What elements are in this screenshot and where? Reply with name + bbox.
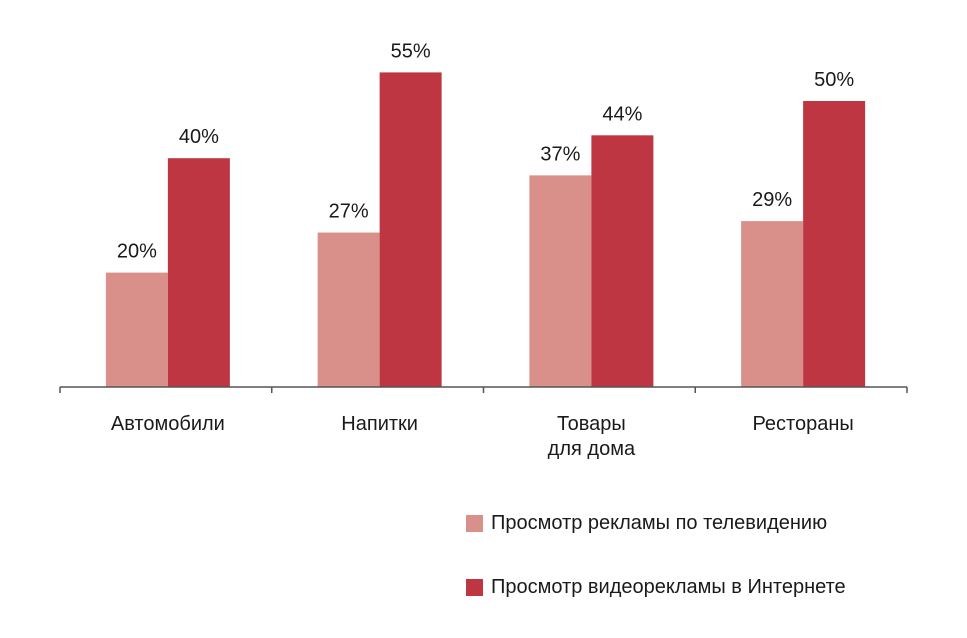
data-label-internet-1: 55% — [391, 40, 431, 62]
legend-label-tv: Просмотр рекламы по телевидению — [491, 511, 828, 534]
chart: 20% 40% Автомобили 27% 55% Напитки 37% 44% Товар… — [59, 40, 908, 598]
data-label-tv-3: 29% — [752, 189, 792, 211]
category-label-3: Рестораны — [752, 413, 853, 435]
bar-internet-2 — [591, 135, 654, 387]
legend-item-internet: Просмотр видеорекламы в Интернете — [466, 574, 846, 600]
bar-internet-1 — [379, 72, 442, 388]
legend-swatch-internet — [466, 578, 483, 596]
bar-tv-3 — [741, 221, 804, 387]
data-label-tv-0: 20% — [117, 241, 157, 263]
category-label-2: Товары для дома — [548, 413, 636, 460]
data-label-tv-1: 27% — [329, 201, 369, 223]
data-label-internet-3: 50% — [814, 69, 854, 91]
legend-swatch-tv — [466, 514, 483, 532]
category-label-1: Напитки — [341, 413, 418, 435]
bar-internet-0 — [167, 158, 230, 387]
bar-internet-3 — [803, 101, 866, 387]
legend-item-tv: Просмотр рекламы по телевидению — [466, 510, 846, 536]
bar-tv-0 — [105, 272, 168, 387]
bar-tv-2 — [529, 175, 592, 387]
category-label-0: Автомобили — [111, 413, 225, 435]
data-label-internet-2: 44% — [602, 103, 642, 125]
data-label-tv-2: 37% — [540, 143, 580, 165]
bar-chart: 20% 40% Автомобили 27% 55% Напитки 37% 44% Товар… — [59, 40, 908, 460]
legend: Просмотр рекламы по телевидению Просмотр… — [466, 510, 846, 638]
bar-tv-1 — [317, 232, 380, 387]
legend-label-internet: Просмотр видеорекламы в Интернете — [491, 575, 846, 598]
data-label-internet-0: 40% — [179, 126, 219, 148]
